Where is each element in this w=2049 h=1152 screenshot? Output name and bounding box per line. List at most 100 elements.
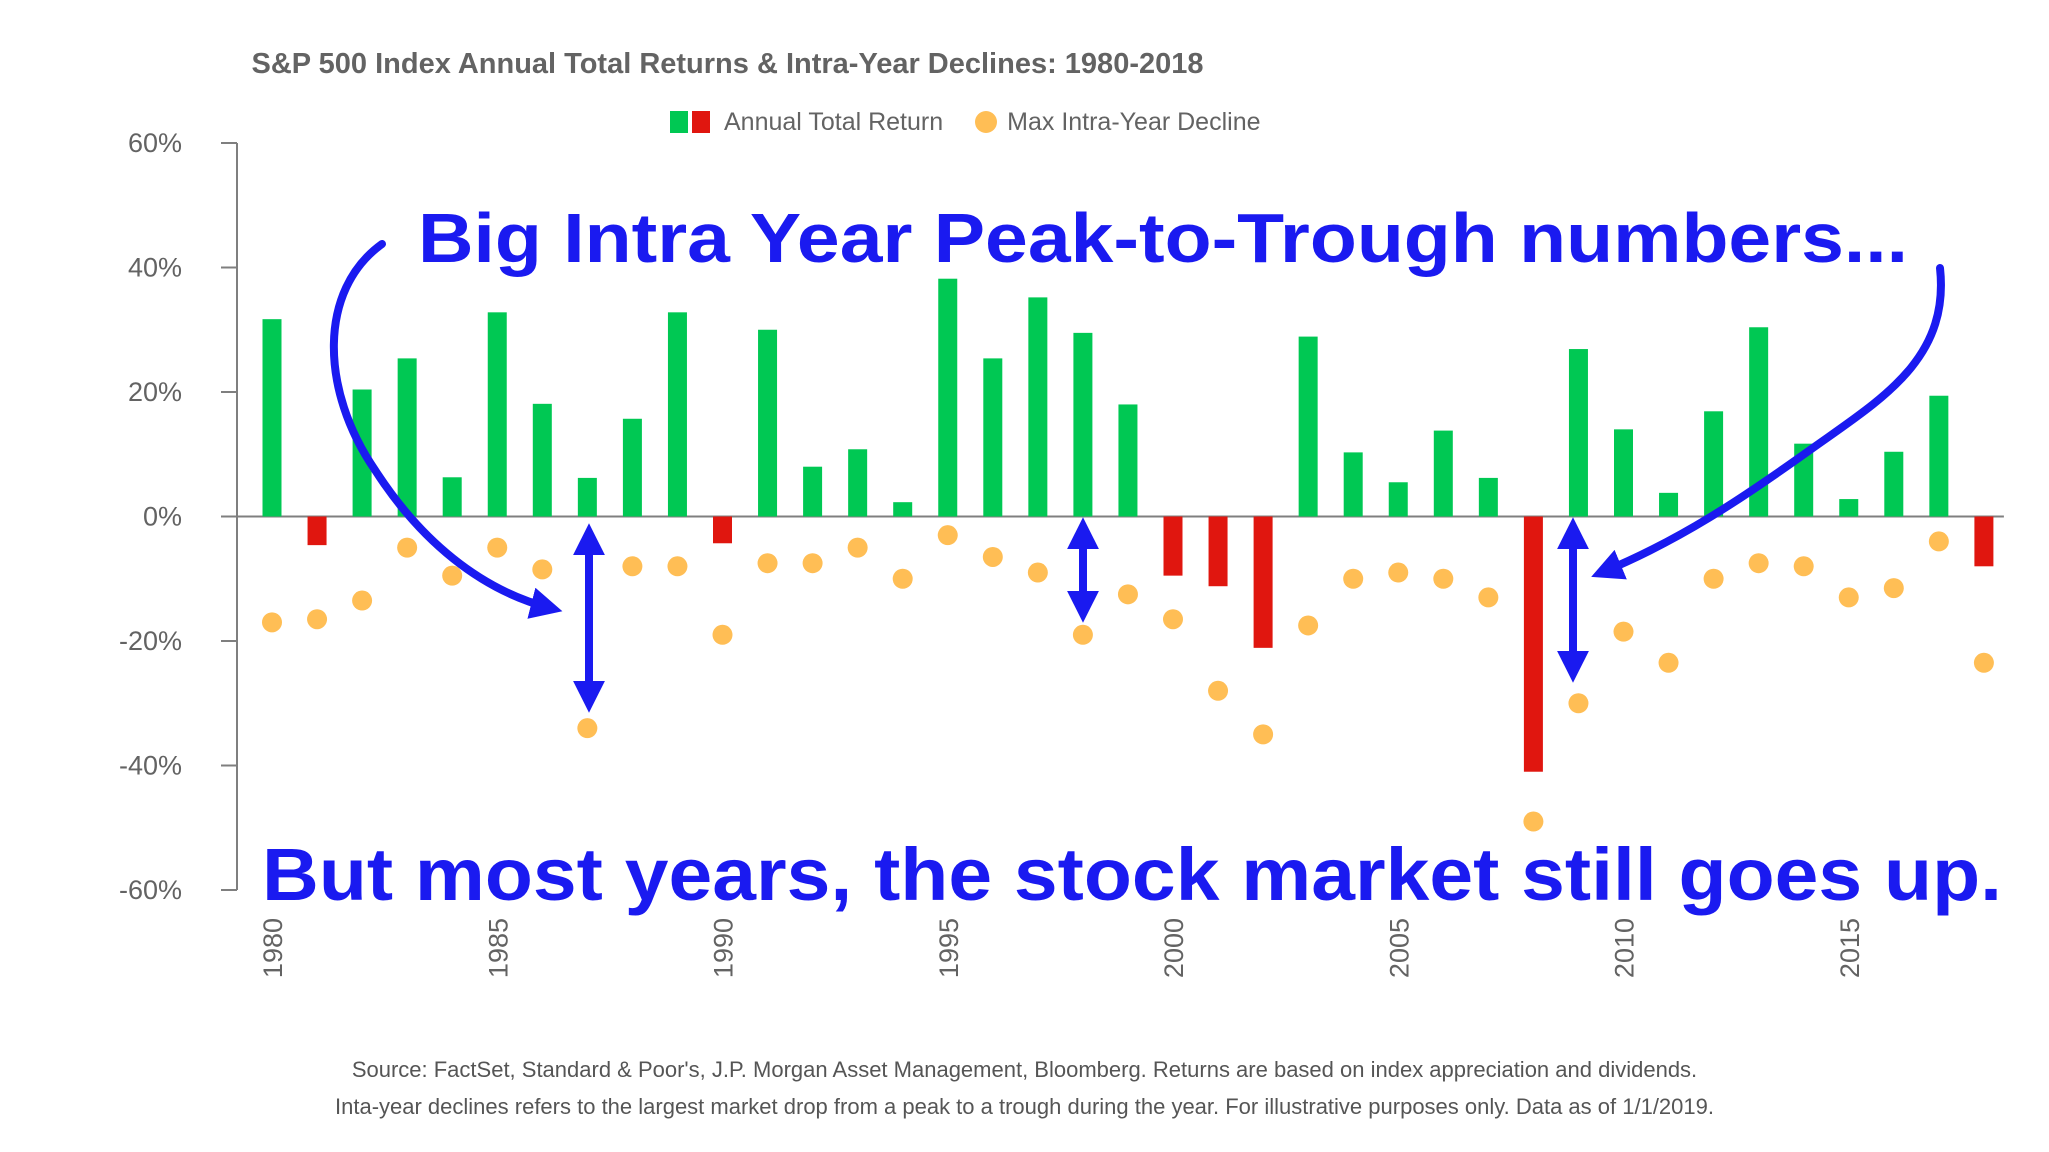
- decline-dot-2018: [1973, 652, 1994, 673]
- decline-dot-2012: [1703, 568, 1724, 589]
- decline-dot-2016: [1883, 578, 1904, 599]
- legend-label-annual-return: Annual Total Return: [724, 107, 944, 136]
- bar-1984: [442, 477, 462, 517]
- x-tick-label: 1990: [709, 918, 739, 978]
- bar-2007: [1478, 477, 1498, 517]
- decline-dot-2011: [1658, 652, 1679, 673]
- x-tick-label: 2000: [1159, 918, 1189, 978]
- bar-1980: [262, 319, 282, 517]
- y-tick-label: -60%: [119, 875, 182, 905]
- legend-swatch-positive: [670, 111, 688, 133]
- decline-dot-2000: [1163, 609, 1183, 630]
- bar-1986: [532, 403, 552, 517]
- y-tick-label: 60%: [128, 128, 182, 158]
- x-tick-label: 1995: [934, 918, 964, 978]
- bar-series: [262, 278, 1994, 772]
- decline-dot-2013: [1748, 553, 1769, 574]
- decline-dot-2003: [1298, 615, 1319, 636]
- bar-2009: [1568, 349, 1588, 517]
- bar-2013: [1749, 327, 1769, 517]
- decline-dot-2009: [1568, 693, 1589, 714]
- bar-2018: [1974, 516, 1994, 567]
- chart-legend: Annual Total Return Max Intra-Year Decli…: [670, 104, 1261, 140]
- bar-1990: [713, 516, 732, 544]
- decline-dot-1998: [1072, 624, 1093, 645]
- decline-dot-1994: [892, 568, 913, 589]
- x-tick-label: 2010: [1610, 918, 1640, 978]
- bar-2011: [1659, 492, 1679, 517]
- y-tick-label: 40%: [128, 253, 182, 283]
- decline-dot-2010: [1613, 621, 1634, 642]
- annotation-top-text: Big Intra Year Peak-to-Trough numbers...: [418, 199, 1908, 277]
- curved-arrow-left: [329, 240, 563, 619]
- bar-2003: [1298, 336, 1318, 517]
- y-tick-label: 0%: [143, 502, 182, 532]
- bar-1988: [622, 418, 642, 517]
- bar-1981: [307, 516, 327, 546]
- decline-dot-2008: [1523, 811, 1544, 832]
- decline-dot-2005: [1388, 562, 1409, 583]
- decline-dot-1986: [532, 559, 553, 580]
- y-axis: 60% 40% 20% 0% -20% -40% -60%: [119, 128, 238, 905]
- decline-dot-1984: [442, 565, 463, 586]
- bar-1999: [1118, 404, 1138, 517]
- bar-1995: [938, 278, 958, 517]
- bar-2008: [1523, 516, 1543, 772]
- bar-1996: [983, 358, 1003, 517]
- bar-1997: [1028, 297, 1048, 517]
- bar-2000: [1163, 516, 1183, 576]
- decline-dot-1989: [667, 556, 688, 577]
- x-tick-label: 2005: [1384, 918, 1414, 978]
- bar-1989: [667, 312, 687, 517]
- decline-dot-1982: [352, 590, 373, 611]
- bar-2001: [1208, 516, 1228, 587]
- bar-2004: [1343, 452, 1363, 517]
- legend-swatch-negative: [692, 111, 710, 133]
- decline-dot-1990: [712, 624, 733, 645]
- bar-2012: [1704, 411, 1724, 517]
- footer-note-line: Inta-year declines refers to the largest…: [335, 1094, 1714, 1119]
- decline-dot-1988: [622, 556, 643, 577]
- decline-dot-1995: [937, 525, 958, 546]
- decline-dot-2004: [1343, 568, 1364, 589]
- decline-dot-1993: [847, 537, 868, 558]
- bar-1992: [803, 466, 823, 517]
- y-tick-label: -20%: [119, 626, 182, 656]
- decline-dot-1981: [307, 609, 328, 630]
- chart-title: S&P 500 Index Annual Total Returns & Int…: [251, 48, 1204, 80]
- decline-dot-1980: [262, 612, 282, 633]
- x-tick-label: 1980: [258, 918, 288, 978]
- bar-2005: [1388, 482, 1408, 517]
- decline-dot-1997: [1027, 562, 1048, 583]
- decline-dot-2006: [1433, 568, 1454, 589]
- bar-2015: [1839, 499, 1859, 517]
- x-tick-label: 2015: [1835, 918, 1865, 978]
- decline-dot-1999: [1117, 584, 1138, 605]
- curved-arrow-right: [1591, 264, 1945, 580]
- bar-1987: [577, 477, 597, 517]
- decline-dot-1991: [757, 553, 778, 574]
- bar-1991: [758, 329, 778, 517]
- decline-dot-2014: [1793, 556, 1814, 577]
- bar-2010: [1614, 429, 1633, 517]
- decline-dot-1992: [802, 553, 823, 574]
- decline-dot-1996: [982, 546, 1003, 567]
- bar-2002: [1253, 516, 1273, 648]
- decline-series: [262, 525, 1994, 832]
- decline-dot-1985: [487, 537, 508, 558]
- annotation-bottom-text: But most years, the stock market still g…: [262, 833, 2002, 916]
- bar-1985: [487, 312, 507, 517]
- footer-source-line: Source: FactSet, Standard & Poor's, J.P.…: [351, 1057, 1698, 1082]
- bar-2006: [1433, 430, 1453, 517]
- decline-dot-2017: [1928, 531, 1949, 552]
- bar-2016: [1884, 451, 1904, 517]
- bar-1994: [893, 502, 913, 517]
- annotation-arrows: [329, 240, 1945, 713]
- y-tick-label: -40%: [119, 751, 182, 781]
- decline-dot-2002: [1253, 724, 1274, 745]
- decline-dot-2001: [1208, 680, 1229, 701]
- legend-swatch-decline: [975, 111, 998, 133]
- legend-label-intra-year-decline: Max Intra-Year Decline: [1007, 107, 1261, 136]
